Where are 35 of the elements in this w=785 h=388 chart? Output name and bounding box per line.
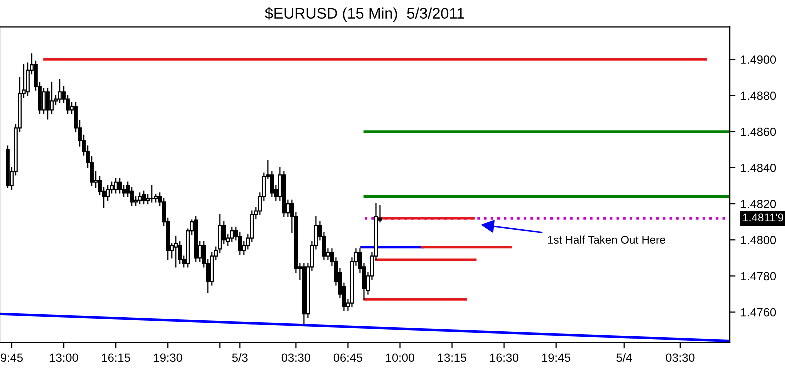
y-tick-label: 1.4880 xyxy=(741,92,776,100)
x-tick-label: 03:30 xyxy=(666,354,695,362)
x-tick-label: 9:45 xyxy=(1,354,23,362)
candlestick xyxy=(230,226,234,242)
candlestick xyxy=(58,78,62,104)
y-tick-label: 1.4760 xyxy=(741,308,776,317)
x-tick-label: 16:30 xyxy=(490,354,519,362)
y-tick-label: 1.4840 xyxy=(741,164,776,172)
chart-title: $EURUSD (15 Min) 5/3/2011 xyxy=(265,8,464,22)
candlestick xyxy=(42,88,46,114)
y-tick-label: 1.4820 xyxy=(741,200,776,208)
y-tick-label: 1.4800 xyxy=(741,236,776,245)
candlestick xyxy=(118,178,122,194)
candlestick xyxy=(270,170,274,198)
x-tick-label: 19:45 xyxy=(542,354,571,362)
y-tick-label: 1.4860 xyxy=(741,128,776,136)
x-tick-label: 13:15 xyxy=(438,354,467,362)
y-tick-label: 1.4780 xyxy=(741,272,776,281)
x-tick-label: 16:15 xyxy=(102,354,130,362)
x-tick-label: 5/4 xyxy=(616,353,632,362)
x-tick-label: 5/3 xyxy=(232,353,248,362)
x-tick-label: 13:00 xyxy=(50,354,78,362)
candlestick xyxy=(114,178,118,194)
x-tick-label: 06:45 xyxy=(334,354,362,362)
candlestick xyxy=(138,192,142,205)
annotation: 1.4811'9 xyxy=(743,214,784,222)
candlestick xyxy=(174,236,178,268)
x-tick-label: 19:30 xyxy=(154,354,182,362)
candlestick xyxy=(150,185,154,203)
candlestick xyxy=(142,190,146,205)
y-tick-label: 1.4900 xyxy=(741,56,776,64)
x-tick-label: 03:30 xyxy=(282,354,310,362)
candlestick xyxy=(50,82,54,114)
x-tick-label: 10:00 xyxy=(386,354,415,362)
annotation: 1st Half Taken Out Here xyxy=(548,236,666,244)
